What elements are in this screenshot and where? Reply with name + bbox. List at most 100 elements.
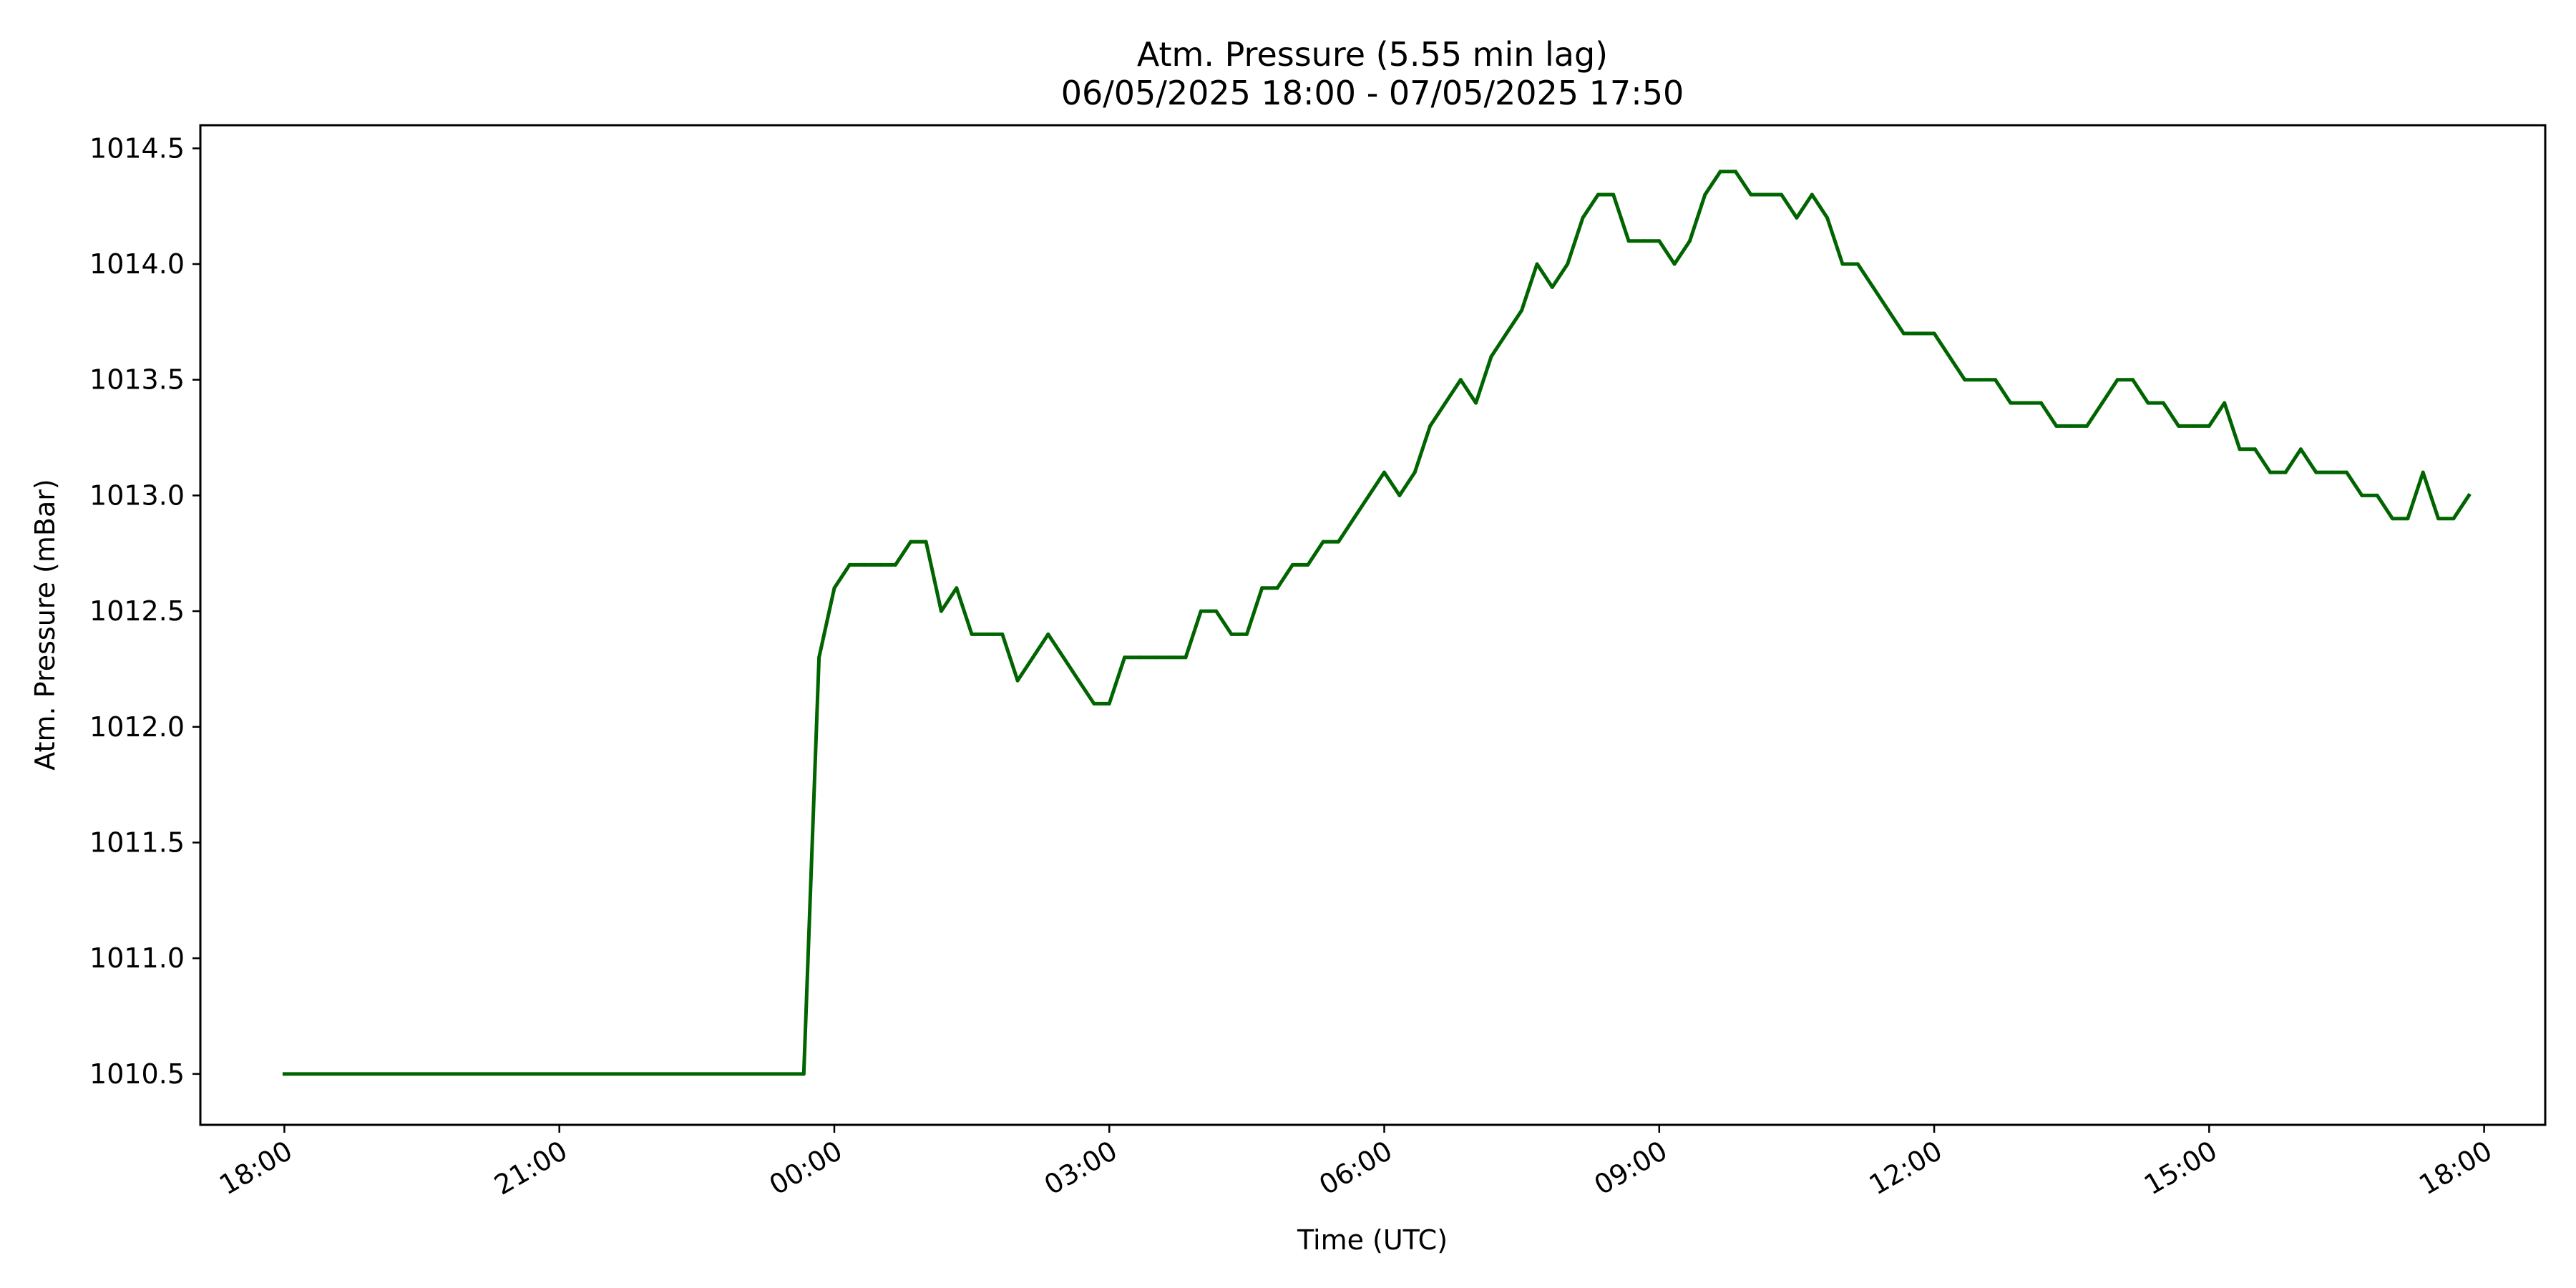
pressure-data-point [2360,493,2364,497]
pressure-data-point [847,562,852,567]
pressure-data-point [1994,378,1997,382]
y-tick-label: 1014.5 [89,132,185,164]
pressure-data-point [2192,424,2196,428]
pressure-data-point [1734,170,1737,174]
pressure-data-point [2115,378,2119,382]
pressure-data-point [2406,517,2410,521]
pressure-data-point [1550,285,1554,289]
pressure-data-point [1474,401,1478,405]
x-tick-label: 18:00 [214,1135,298,1201]
pressure-data-point [1947,354,1951,358]
pressure-data-point [1321,540,1325,544]
pressure-data-point [1535,262,1539,266]
pressure-data-point [1795,215,1799,220]
pressure-data-point [1718,170,1722,174]
pressure-data-point [955,586,959,590]
pressure-data-point [1749,192,1753,197]
pressure-data-point [1458,378,1463,382]
x-axis-label: Time (UTC) [1297,1224,1448,1256]
pressure-data-point [801,1072,806,1076]
pressure-data-point [2451,517,2456,521]
x-tick-label: 09:00 [1589,1135,1672,1201]
x-tick-label: 15:00 [2139,1135,2223,1201]
pressure-data-point [1015,678,1020,683]
y-tick-label: 1013.5 [89,364,185,396]
pressure-data-point [1169,655,1173,660]
pressure-data-point [2009,401,2013,405]
pressure-data-point [1382,470,1386,474]
pressure-data-point [1504,331,1508,336]
pressure-data-point [2375,493,2379,497]
pressure-data-point [1780,192,1784,197]
pressure-data-point [1123,655,1127,660]
y-tick-label: 1011.0 [89,942,185,974]
pressure-data-point [985,632,989,636]
pressure-data-point [2436,517,2441,521]
pressure-data-point [2268,470,2273,474]
pressure-data-point [2314,470,2318,474]
pressure-data-point [1626,239,1631,243]
plot-area-frame [199,124,2547,1126]
pressure-data-point [817,655,821,660]
pressure-data-point [1489,354,1493,358]
chart-title: Atm. Pressure (5.55 min lag) [1137,35,1608,74]
pressure-data-point [1978,378,1982,382]
pressure-data-point [1138,655,1142,660]
pressure-data-point [1596,192,1600,197]
pressure-data-point [832,586,836,590]
x-tick-label: 12:00 [1864,1135,1948,1201]
pressure-data-point [1764,192,1768,197]
y-tick-label: 1012.0 [89,711,185,743]
pressure-data-point [2345,470,2348,474]
pressure-data-point [2253,447,2257,452]
y-tick-label: 1014.0 [89,248,185,280]
pressure-data-point [863,562,867,567]
pressure-data-point [1611,192,1616,197]
pressure-data-point [2146,401,2150,405]
pressure-data-point [1229,632,1234,636]
pressure-data-point [878,562,882,567]
pressure-data-point [1825,215,1830,220]
pressure-data-point [970,632,974,636]
pressure-data-point [2298,447,2303,452]
x-tick-label: 03:00 [1039,1135,1123,1201]
pressure-data-point [1367,493,1371,497]
pressure-data-point [1703,192,1707,197]
pressure-data-point [2177,424,2181,428]
pressure-data-point [1840,262,1845,266]
pressure-data-point [2467,493,2471,497]
pressure-data-point [2421,470,2425,474]
pressure-data-point [1046,632,1050,636]
pressure-data-point [1901,331,1906,336]
pressure-data-point [1061,655,1065,660]
pressure-data-point [1077,678,1080,683]
pressure-data-point [1352,517,1356,521]
pressure-data-point [2039,401,2043,405]
y-tick-label: 1011.5 [89,826,185,858]
x-tick-label: 21:00 [489,1135,572,1201]
pressure-data-point [1290,562,1294,567]
pressure-data-point [1184,655,1188,660]
pressure-data-point [1672,262,1677,266]
pressure-data-point [1428,424,1433,428]
pressure-data-point [2131,378,2135,382]
pressure-data-point [1107,701,1111,706]
pressure-data-point [2283,470,2288,474]
pressure-data-point [2207,424,2211,428]
pressure-data-point [893,562,897,567]
x-tick-label: 00:00 [764,1135,848,1201]
pressure-data-point [1810,192,1814,197]
y-axis-label: Atm. Pressure (mBar) [29,479,61,770]
x-tick-label: 18:00 [2414,1135,2497,1201]
pressure-data-point [2391,517,2394,521]
pressure-data-point [1871,285,1875,289]
pressure-data-point [1917,331,1921,336]
pressure-data-point [1443,401,1448,405]
pressure-data-point [1520,308,1524,313]
pressure-data-point [1886,308,1890,313]
pressure-data-point [1337,540,1340,544]
y-tick-label: 1013.0 [89,479,185,511]
pressure-data-point [939,609,943,613]
pressure-data-point [2100,401,2104,405]
